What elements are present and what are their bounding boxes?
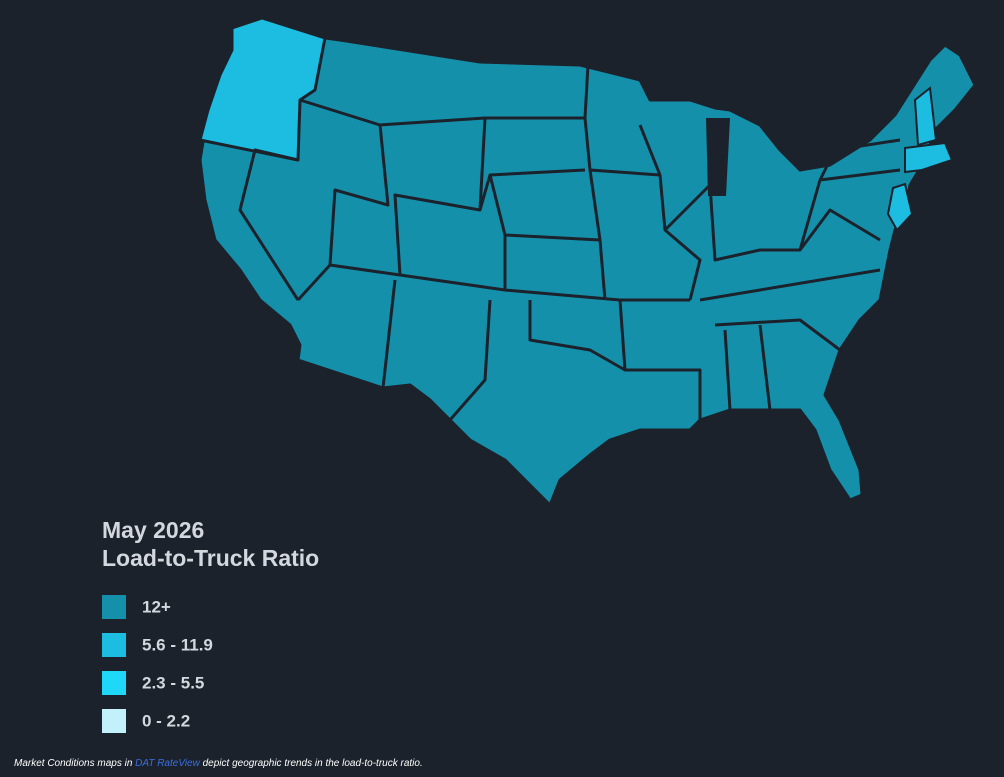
legend-label: 2.3 - 5.5 <box>142 673 204 692</box>
legend-swatch <box>102 671 126 695</box>
state-border <box>238 64 901 421</box>
legend-swatch <box>102 595 126 619</box>
legend: May 2026 Load-to-Truck Ratio 12+ 5.6 - 11… <box>102 517 319 733</box>
lake <box>706 118 730 196</box>
legend-title: May 2026 <box>102 517 204 543</box>
footnote-text: Market Conditions maps in <box>14 758 135 769</box>
state-region <box>198 16 977 507</box>
footnote-link[interactable]: DAT RateView <box>135 758 200 769</box>
footnote: Market Conditions maps in DAT RateView d… <box>14 758 423 769</box>
state-region <box>886 182 914 232</box>
legend-swatch <box>102 709 126 733</box>
legend-items: 12+ 5.6 - 11.9 2.3 - 5.5 0 - 2.2 <box>102 595 213 733</box>
state-region <box>904 141 954 174</box>
legend-label: 5.6 - 11.9 <box>142 635 213 654</box>
state-region <box>913 86 938 147</box>
footnote-text: depict geographic trends in the load-to-… <box>200 758 423 769</box>
legend-label: 12+ <box>142 597 171 616</box>
us-map <box>198 16 977 507</box>
legend-subtitle: Load-to-Truck Ratio <box>102 545 319 571</box>
legend-swatch <box>102 633 126 657</box>
legend-label: 0 - 2.2 <box>142 711 190 730</box>
